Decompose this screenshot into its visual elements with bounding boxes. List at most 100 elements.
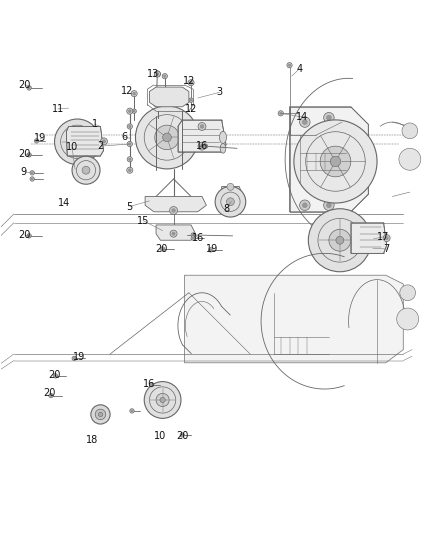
Circle shape bbox=[128, 125, 131, 127]
Circle shape bbox=[200, 125, 203, 128]
Circle shape bbox=[159, 397, 165, 402]
Circle shape bbox=[170, 230, 177, 237]
Text: 16: 16 bbox=[192, 233, 204, 243]
Circle shape bbox=[299, 117, 309, 127]
Circle shape bbox=[172, 232, 175, 235]
Circle shape bbox=[326, 203, 331, 207]
Circle shape bbox=[128, 110, 131, 112]
Circle shape bbox=[278, 111, 283, 116]
Circle shape bbox=[127, 157, 132, 162]
Text: 19: 19 bbox=[34, 133, 46, 143]
Circle shape bbox=[189, 82, 192, 84]
Circle shape bbox=[98, 412, 102, 417]
Polygon shape bbox=[289, 107, 367, 212]
Circle shape bbox=[127, 167, 133, 173]
Ellipse shape bbox=[219, 131, 226, 143]
Polygon shape bbox=[184, 275, 403, 363]
Circle shape bbox=[226, 183, 233, 190]
Text: 14: 14 bbox=[295, 112, 307, 122]
Circle shape bbox=[326, 115, 331, 120]
Circle shape bbox=[50, 394, 52, 397]
Circle shape bbox=[328, 229, 350, 251]
Circle shape bbox=[192, 234, 194, 236]
Circle shape bbox=[161, 248, 163, 250]
Circle shape bbox=[155, 393, 169, 407]
Circle shape bbox=[208, 248, 212, 252]
Text: 12: 12 bbox=[182, 76, 194, 85]
Circle shape bbox=[226, 198, 234, 206]
Circle shape bbox=[154, 125, 179, 150]
Circle shape bbox=[54, 375, 56, 377]
Circle shape bbox=[28, 235, 30, 237]
Circle shape bbox=[100, 138, 107, 145]
Circle shape bbox=[162, 74, 167, 79]
Circle shape bbox=[127, 108, 133, 114]
Text: 10: 10 bbox=[66, 142, 78, 152]
Circle shape bbox=[384, 237, 387, 240]
Circle shape bbox=[204, 145, 206, 147]
Circle shape bbox=[54, 119, 100, 165]
Circle shape bbox=[130, 409, 134, 413]
Circle shape bbox=[133, 110, 135, 112]
Circle shape bbox=[398, 148, 420, 170]
Circle shape bbox=[169, 207, 177, 214]
Circle shape bbox=[28, 87, 30, 89]
Circle shape bbox=[299, 200, 309, 211]
Circle shape bbox=[286, 62, 291, 68]
Circle shape bbox=[127, 141, 132, 147]
Text: 16: 16 bbox=[143, 379, 155, 389]
Circle shape bbox=[307, 209, 371, 272]
Circle shape bbox=[200, 144, 203, 148]
Circle shape bbox=[127, 124, 132, 129]
Circle shape bbox=[187, 79, 194, 86]
Text: 20: 20 bbox=[18, 230, 31, 240]
Ellipse shape bbox=[219, 143, 225, 153]
Text: 12: 12 bbox=[184, 104, 197, 114]
Text: 6: 6 bbox=[121, 132, 127, 142]
Polygon shape bbox=[66, 126, 103, 156]
Circle shape bbox=[28, 154, 30, 156]
Circle shape bbox=[150, 384, 152, 386]
Text: 1: 1 bbox=[92, 119, 98, 130]
Circle shape bbox=[144, 382, 180, 418]
Circle shape bbox=[191, 236, 195, 240]
Circle shape bbox=[132, 92, 135, 95]
Circle shape bbox=[72, 156, 100, 184]
Circle shape bbox=[198, 123, 205, 131]
Circle shape bbox=[155, 72, 159, 75]
Polygon shape bbox=[177, 120, 226, 152]
Circle shape bbox=[190, 99, 191, 101]
Circle shape bbox=[154, 71, 160, 77]
Text: 20: 20 bbox=[43, 389, 56, 398]
Circle shape bbox=[155, 91, 157, 92]
Text: 12: 12 bbox=[121, 86, 134, 96]
Text: 13: 13 bbox=[147, 69, 159, 79]
Circle shape bbox=[34, 139, 39, 143]
Circle shape bbox=[74, 139, 80, 145]
Circle shape bbox=[73, 358, 75, 359]
Circle shape bbox=[30, 177, 34, 181]
Circle shape bbox=[302, 203, 307, 207]
Circle shape bbox=[171, 209, 175, 212]
Circle shape bbox=[35, 140, 38, 142]
Polygon shape bbox=[155, 225, 195, 240]
Polygon shape bbox=[350, 223, 386, 253]
Circle shape bbox=[198, 142, 205, 150]
Circle shape bbox=[149, 383, 153, 387]
Circle shape bbox=[131, 91, 137, 96]
Text: 15: 15 bbox=[136, 215, 149, 225]
Text: 16: 16 bbox=[195, 141, 208, 151]
Text: 19: 19 bbox=[72, 352, 85, 362]
Circle shape bbox=[192, 237, 194, 239]
Text: 3: 3 bbox=[216, 87, 222, 98]
Text: 18: 18 bbox=[85, 435, 98, 445]
Circle shape bbox=[53, 374, 57, 378]
Circle shape bbox=[31, 172, 33, 174]
Circle shape bbox=[131, 410, 133, 412]
Circle shape bbox=[128, 158, 131, 160]
Text: 11: 11 bbox=[51, 104, 64, 114]
Text: 14: 14 bbox=[58, 198, 70, 208]
Circle shape bbox=[82, 166, 90, 174]
Circle shape bbox=[209, 249, 211, 251]
Circle shape bbox=[154, 71, 160, 77]
